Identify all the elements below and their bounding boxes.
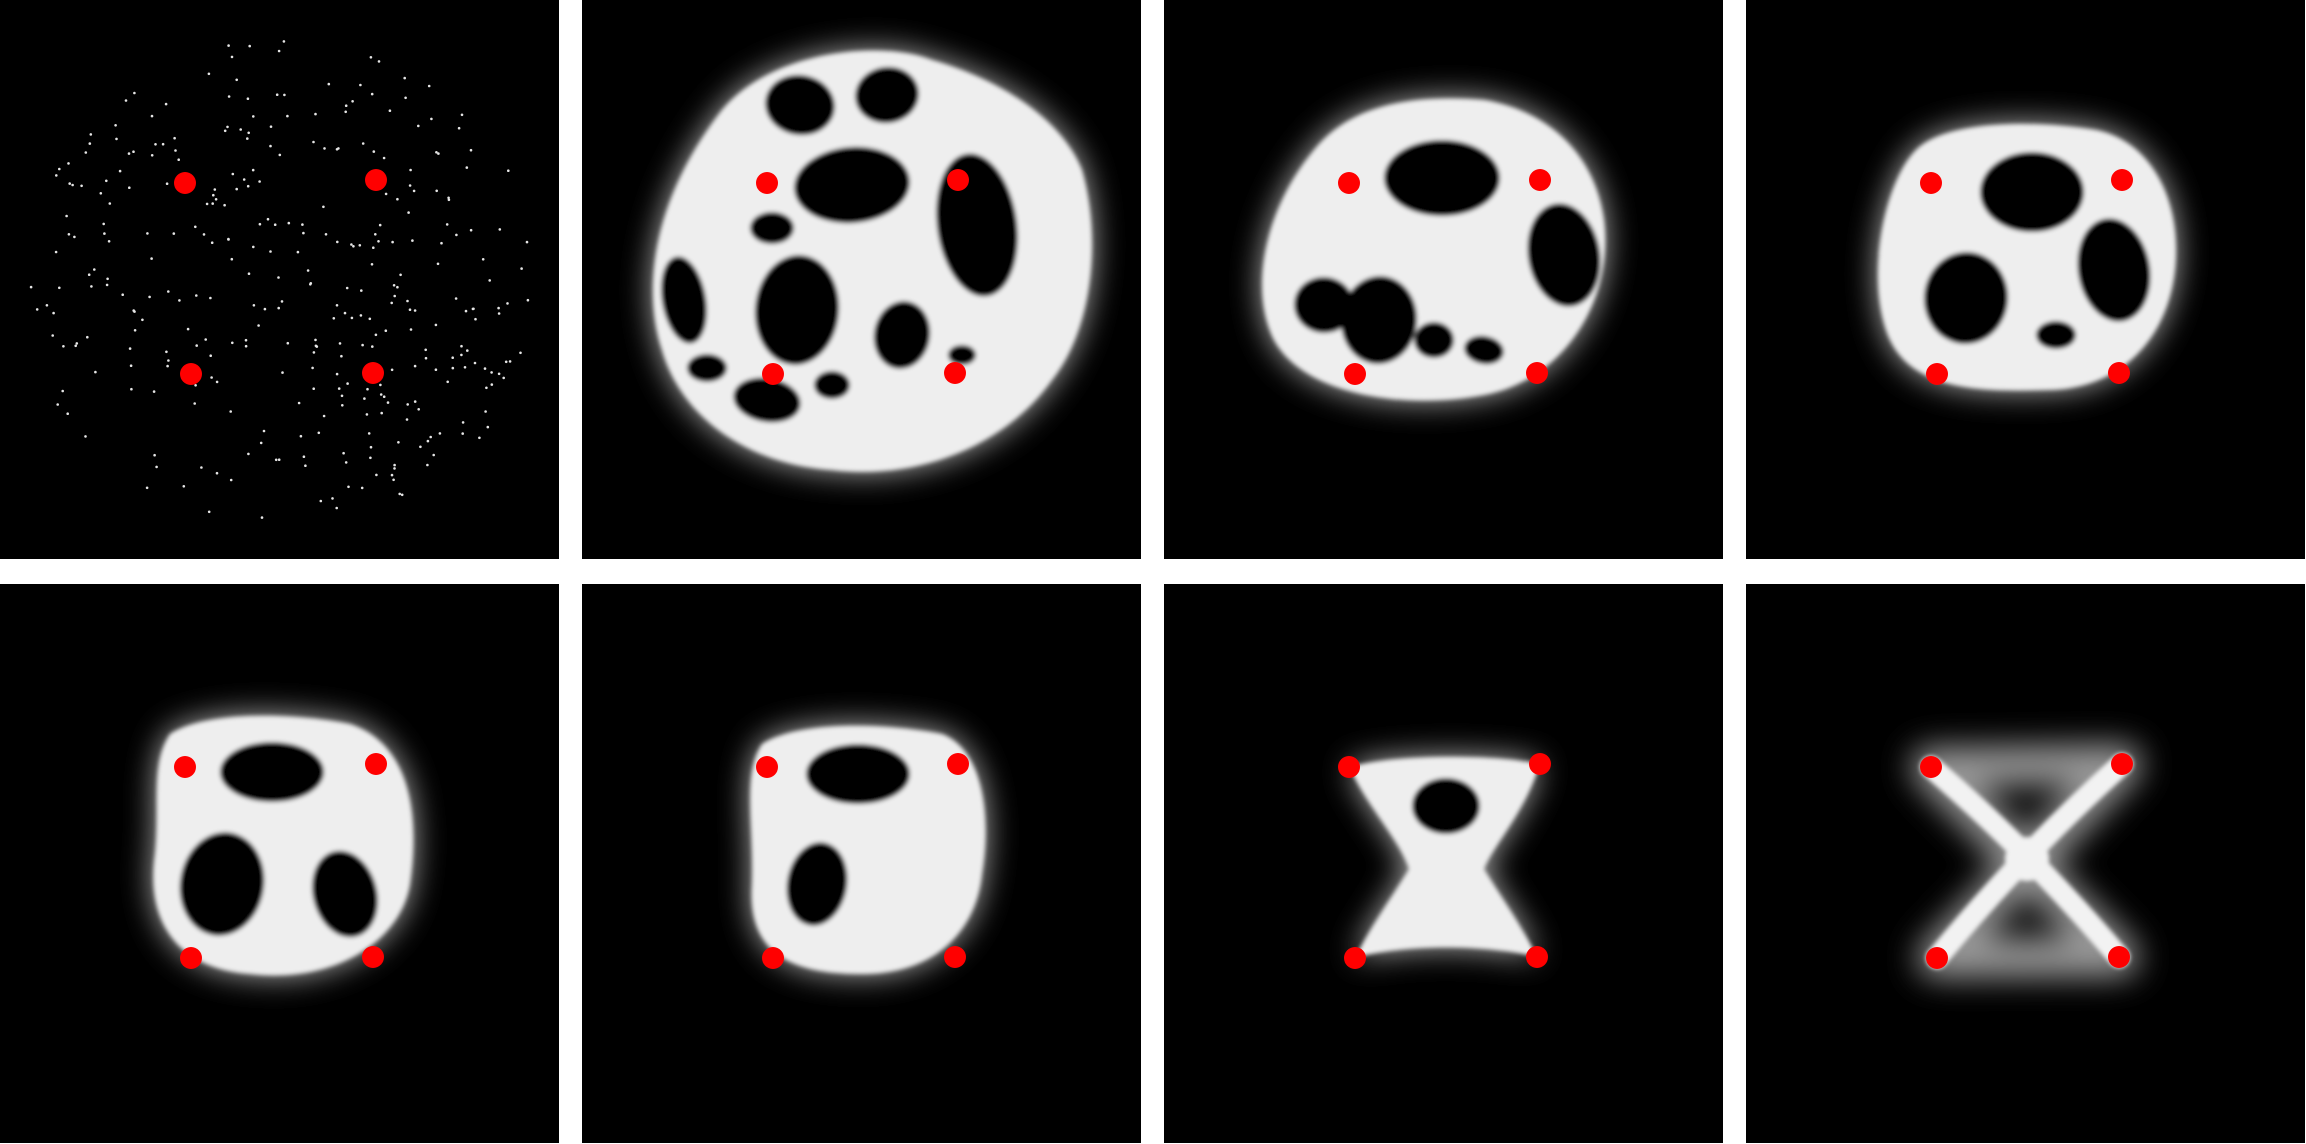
terminal-point-3 (180, 363, 202, 385)
terminal-point-3 (762, 363, 784, 385)
panel-stage-8-steiner-x (1746, 584, 2305, 1143)
terminal-point-2 (947, 753, 969, 775)
network-tubes (1349, 756, 1540, 958)
terminal-point-2 (365, 753, 387, 775)
panel-stage-7-network (1164, 584, 1723, 1143)
network-cell-7 (754, 255, 840, 365)
network-cell-5 (750, 212, 794, 244)
terminal-point-3 (1926, 947, 1948, 969)
network-cell-2 (1923, 252, 2009, 344)
network-cell-6 (661, 256, 707, 344)
network-cell-1 (1384, 140, 1500, 216)
network-cell-4 (2036, 321, 2076, 349)
terminal-points (756, 169, 969, 385)
network-cell-3 (1294, 276, 1354, 334)
network-cell-2 (1527, 203, 1601, 307)
terminal-point-4 (944, 362, 966, 384)
network-tubes (1920, 753, 2133, 969)
network-cell-11 (814, 371, 850, 399)
terminal-point-2 (1529, 169, 1551, 191)
terminal-point-1 (1920, 172, 1942, 194)
network-cell-1 (1412, 778, 1480, 834)
terminal-point-3 (1926, 363, 1948, 385)
network-cell-6 (1464, 335, 1504, 365)
network-canvas (0, 584, 559, 1143)
terminal-points (1920, 169, 2133, 385)
terminal-point-1 (174, 172, 196, 194)
terminal-point-2 (2111, 753, 2133, 775)
network-cell-2 (786, 842, 848, 926)
network-tubes (750, 725, 986, 974)
network-cell-5 (1414, 322, 1454, 358)
terminal-point-4 (1526, 946, 1548, 968)
terminal-point-1 (1920, 756, 1942, 778)
terminal-point-2 (2111, 169, 2133, 191)
terminal-points (756, 753, 969, 969)
terminal-point-2 (947, 169, 969, 191)
network-cell-4 (1340, 276, 1418, 364)
terminal-point-1 (174, 756, 196, 778)
network-canvas (1746, 584, 2305, 1143)
terminal-point-4 (2108, 362, 2130, 384)
terminal-point-4 (362, 946, 384, 968)
network-canvas (1164, 584, 1723, 1143)
terminal-point-2 (365, 169, 387, 191)
network-canvas (1746, 0, 2305, 559)
network-canvas (582, 0, 1141, 559)
network-cell-12 (948, 345, 976, 365)
network-cell-2 (855, 66, 919, 124)
network-cell-3 (2077, 218, 2151, 322)
terminal-points (1920, 753, 2133, 969)
scattered-particles (29, 40, 530, 519)
network-tubes (1877, 124, 2176, 391)
network-cell-9 (733, 377, 801, 423)
network-cell-1 (1980, 152, 2084, 232)
terminal-point-3 (1344, 947, 1366, 969)
terminal-point-4 (362, 362, 384, 384)
terminal-point-1 (756, 172, 778, 194)
terminal-point-4 (1526, 362, 1548, 384)
terminal-points (174, 753, 387, 969)
terminal-points (1338, 169, 1551, 385)
terminal-point-1 (1338, 756, 1360, 778)
network-cell-10 (687, 354, 727, 382)
network-cell-1 (220, 742, 324, 802)
terminal-point-4 (944, 946, 966, 968)
panel-stage-5-network (0, 584, 559, 1143)
terminal-point-3 (1344, 363, 1366, 385)
terminal-points (1338, 753, 1551, 969)
panel-stage-2-dense-network (582, 0, 1141, 559)
terminal-point-3 (762, 947, 784, 969)
terminal-point-1 (1338, 172, 1360, 194)
terminal-points (174, 169, 387, 385)
terminal-point-3 (180, 947, 202, 969)
terminal-point-2 (1529, 753, 1551, 775)
network-cell-1 (806, 744, 910, 804)
network-cell-3 (794, 146, 910, 224)
panel-stage-1-initial-particles (0, 0, 559, 559)
panel-stage-4-network (1746, 0, 2305, 559)
network-cell-3 (312, 850, 378, 938)
network-halo (1911, 744, 2142, 978)
network-cell-2 (179, 832, 265, 936)
panel-stage-3-network (1164, 0, 1723, 559)
network-cell-1 (765, 74, 835, 136)
terminal-point-1 (756, 756, 778, 778)
network-canvas (1164, 0, 1723, 559)
network-tubes (153, 715, 414, 976)
network-canvas (582, 584, 1141, 1143)
network-cell-8 (873, 301, 931, 369)
terminal-point-4 (2108, 946, 2130, 968)
panel-stage-6-network (582, 584, 1141, 1143)
particles-canvas (0, 0, 559, 559)
network-tubes (652, 50, 1092, 472)
